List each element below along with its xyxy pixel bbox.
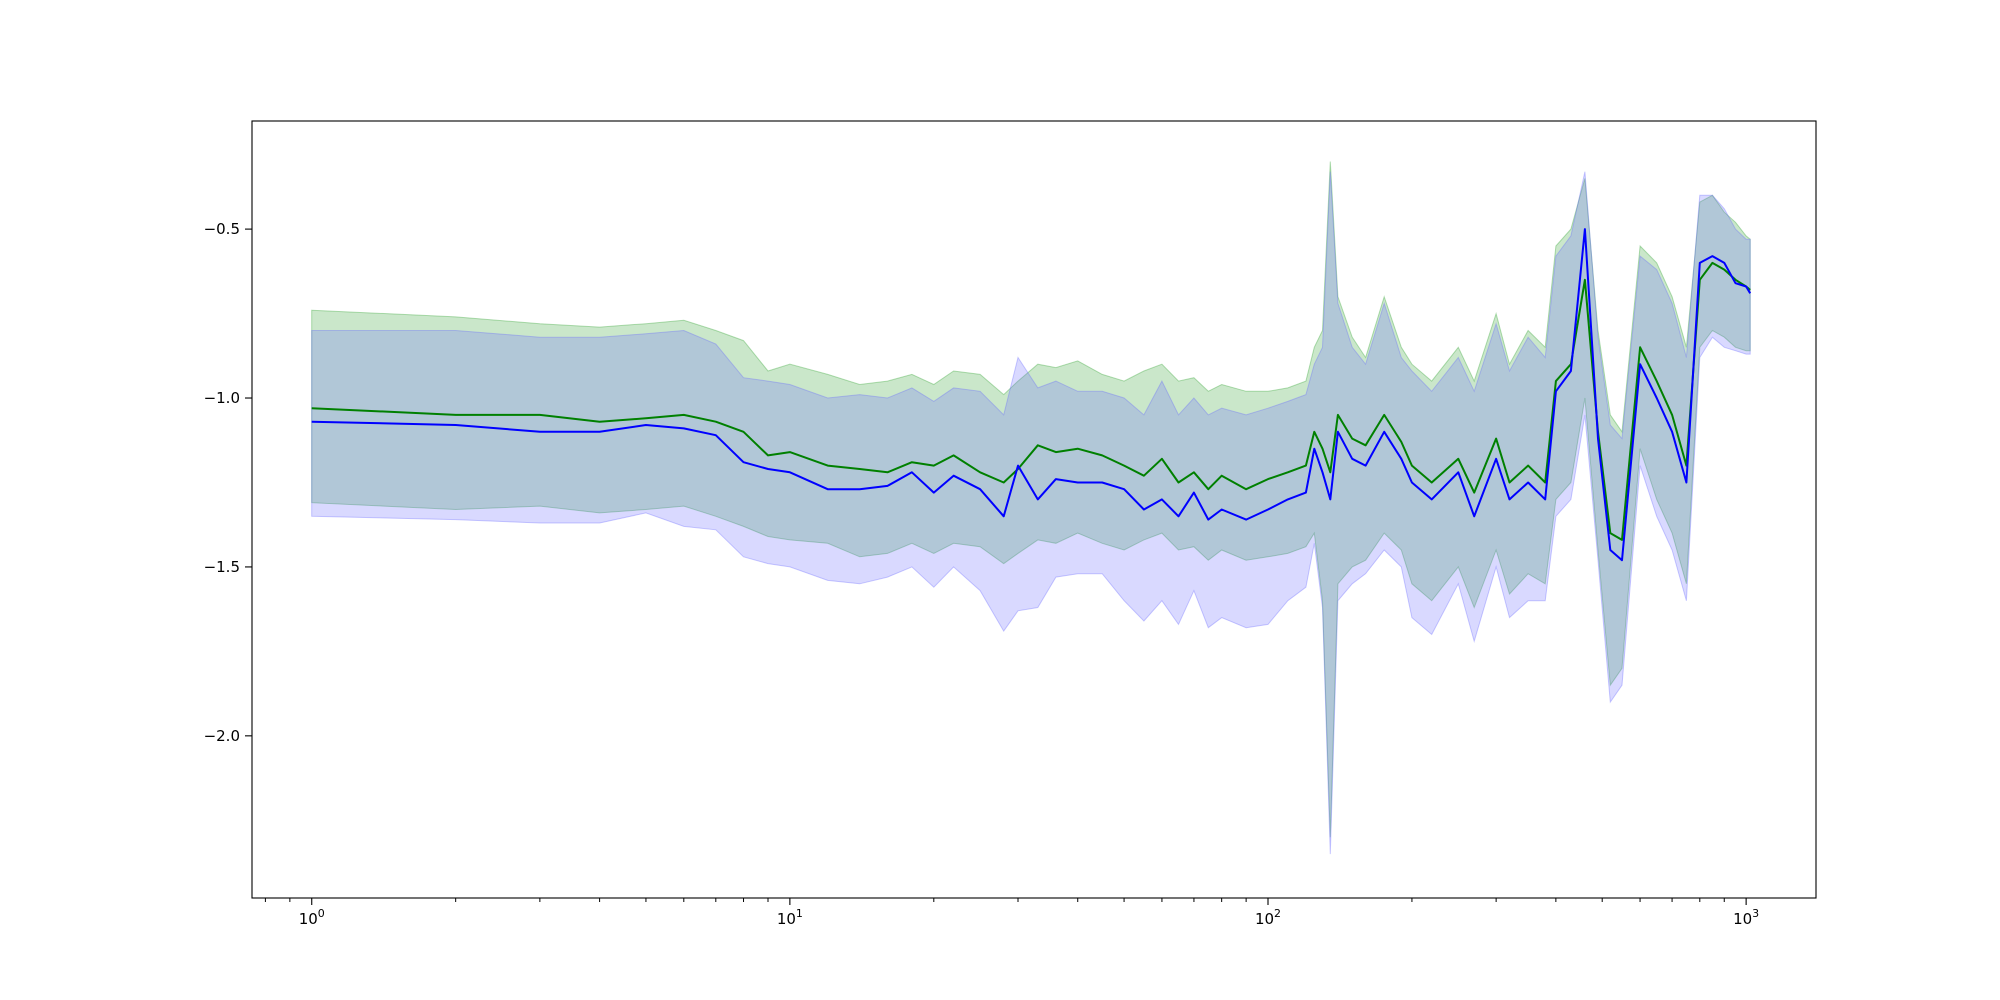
y-tick-label: −1.0 [204,389,240,407]
confidence-bands [311,161,1751,855]
y-axis: −0.5 −1.0 −1.5 −2.0 [204,220,252,745]
y-tick-label: −2.0 [204,727,240,745]
plot-frame [251,120,1817,899]
series-1-line [311,228,1752,562]
series-1-band [311,171,1751,855]
y-tick-label: −0.5 [204,220,240,238]
series-0-band [311,161,1751,838]
x-tick-label: 101 [777,907,803,928]
x-tick-label: 103 [1733,907,1759,928]
series-lines [311,228,1752,562]
x-tick-label: 102 [1255,907,1281,928]
x-tick-label: 100 [299,907,325,928]
y-tick-label: −1.5 [204,558,240,576]
series-0-line [311,261,1751,541]
x-axis: 100 101 102 103 [264,898,1759,928]
